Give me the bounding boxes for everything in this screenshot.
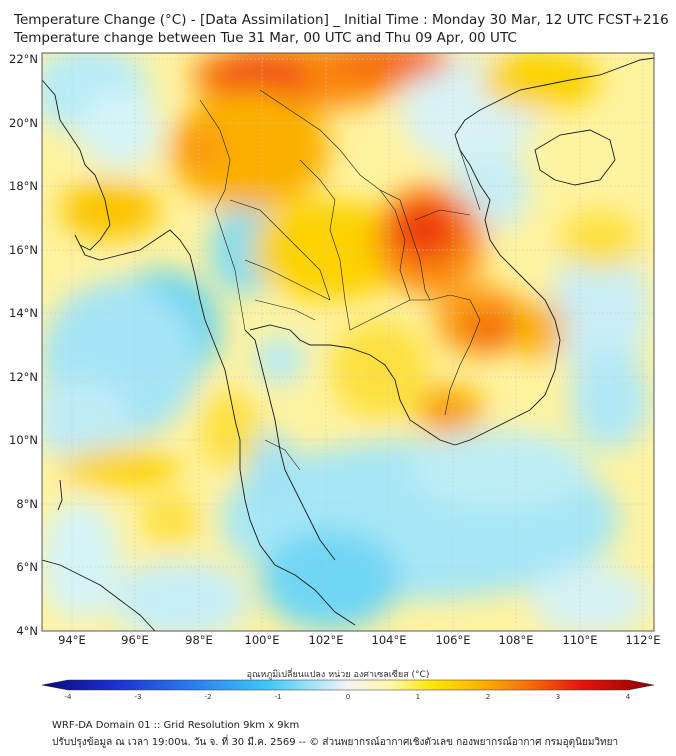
footer-update-info: ปรับปรุงข้อมูล ณ เวลา 19:00น. วัน จ. ที่… (52, 737, 619, 748)
lat-tick-label: 16°N (9, 243, 38, 257)
country-borders (199, 89, 481, 471)
lat-tick-label: 10°N (9, 433, 38, 447)
colorbar-label: อุณหภูมิเปลี่ยนแปลง หน่วย องศาเซลเซียส (… (246, 670, 430, 680)
lon-tick-label: 94°E (58, 633, 86, 647)
lat-tick-label: 18°N (9, 179, 38, 193)
lon-tick-label: 108°E (499, 633, 534, 647)
colorbar-tick: 4 (626, 693, 631, 701)
colorbar-tick: 1 (416, 693, 420, 701)
lon-tick-label: 110°E (563, 633, 598, 647)
map-gridlines (42, 53, 654, 631)
lat-tick-label: 14°N (9, 306, 38, 320)
lon-tick-label: 104°E (372, 633, 407, 647)
lon-tick-label: 100°E (245, 633, 280, 647)
colorbar-tick: 2 (486, 693, 490, 701)
map-title-line1: Temperature Change (°C) - [Data Assimila… (14, 12, 669, 28)
lat-tick-label: 4°N (16, 624, 38, 638)
temperature-field (42, 53, 654, 631)
longitude-axis: 94°E 96°E 98°E 100°E 102°E 104°E 106°E 1… (58, 633, 660, 647)
colorbar-tick: -3 (135, 693, 142, 701)
lon-tick-label: 106°E (436, 633, 471, 647)
lat-tick-label: 6°N (16, 560, 38, 574)
lat-tick-label: 22°N (9, 52, 38, 66)
colorbar: -4 -3 -2 -1 0 1 2 3 4 (41, 679, 655, 701)
colorbar-tick: 3 (556, 693, 560, 701)
lon-tick-label: 102°E (309, 633, 344, 647)
colorbar-tick: -2 (205, 693, 212, 701)
coastlines (42, 57, 654, 631)
map-frame (41, 52, 655, 632)
footer-model-info: WRF-DA Domain 01 :: Grid Resolution 9km … (52, 720, 300, 731)
colorbar-tick: -4 (65, 693, 73, 701)
lon-tick-label: 98°E (185, 633, 213, 647)
latitude-axis: 22°N 20°N 18°N 16°N 14°N 12°N 10°N 8°N 6… (9, 52, 38, 638)
map-title-line2: Temperature change between Tue 31 Mar, 0… (14, 30, 517, 46)
lon-tick-label: 96°E (121, 633, 149, 647)
colorbar-tick: 0 (346, 693, 350, 701)
colorbar-gradient (41, 679, 655, 691)
lat-tick-label: 12°N (9, 370, 38, 384)
colorbar-tick: -1 (275, 693, 282, 701)
lon-tick-label: 112°E (626, 633, 661, 647)
lat-tick-label: 20°N (9, 116, 38, 130)
lat-tick-label: 8°N (16, 497, 38, 511)
